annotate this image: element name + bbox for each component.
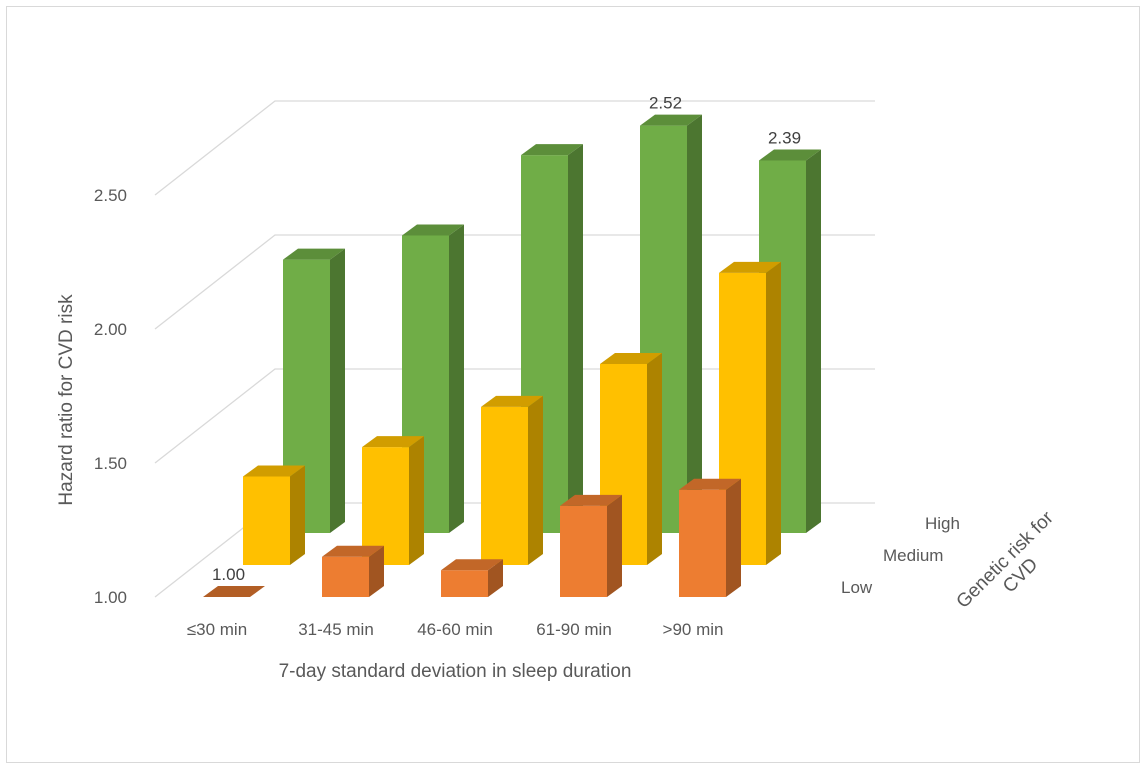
y-tick-label: 2.50 <box>94 186 127 205</box>
gridline <box>154 100 875 196</box>
x-tick-label: >90 min <box>663 620 724 639</box>
bar-medium-2 <box>481 395 543 565</box>
bar-medium-1 <box>362 436 424 565</box>
y-axis-ticks: 1.00 1.50 2.00 2.50 <box>94 186 127 607</box>
chart-3d-columns: 1.00 1.50 2.00 2.50 ≤30 min 31-45 min 46-60 m… <box>56 94 1074 682</box>
chart-area: 1.00 1.50 2.00 2.50 ≤30 min 31-45 min 46-60 m… <box>6 6 1140 763</box>
x-axis-ticks: ≤30 min 31-45 min 46-60 min 61-90 min >90 mi… <box>187 620 724 639</box>
bar-medium-0 <box>243 465 305 565</box>
data-labels: 1.00 2.52 2.39 <box>212 94 801 584</box>
depth-axis-title: Genetic risk forCVD <box>953 507 1074 628</box>
x-axis-title: 7-day standard deviation in sleep durati… <box>279 661 632 682</box>
bar-low-0 <box>203 586 265 597</box>
bars <box>203 114 821 597</box>
data-label: 2.39 <box>768 128 801 147</box>
bar-low-4 <box>679 478 741 597</box>
data-label: 2.52 <box>649 94 682 113</box>
y-tick-label: 1.00 <box>94 588 127 607</box>
depth-tick-label: High <box>925 514 960 533</box>
depth-axis-ticks: Low Medium High <box>841 514 960 597</box>
data-label: 1.00 <box>212 565 245 584</box>
depth-tick-label: Low <box>841 578 873 597</box>
y-tick-label: 2.00 <box>94 320 127 339</box>
y-tick-label: 1.50 <box>94 454 127 473</box>
bar-low-2 <box>441 559 503 597</box>
x-tick-label: 46-60 min <box>417 620 493 639</box>
bar-low-3 <box>560 494 622 597</box>
x-tick-label: 61-90 min <box>536 620 612 639</box>
y-axis-title: Hazard ratio for CVD risk <box>56 294 77 506</box>
x-tick-label: 31-45 min <box>298 620 374 639</box>
bar-low-1 <box>322 545 384 597</box>
bar-high-0 <box>283 248 345 533</box>
x-tick-label: ≤30 min <box>187 620 247 639</box>
depth-tick-label: Medium <box>883 546 943 565</box>
